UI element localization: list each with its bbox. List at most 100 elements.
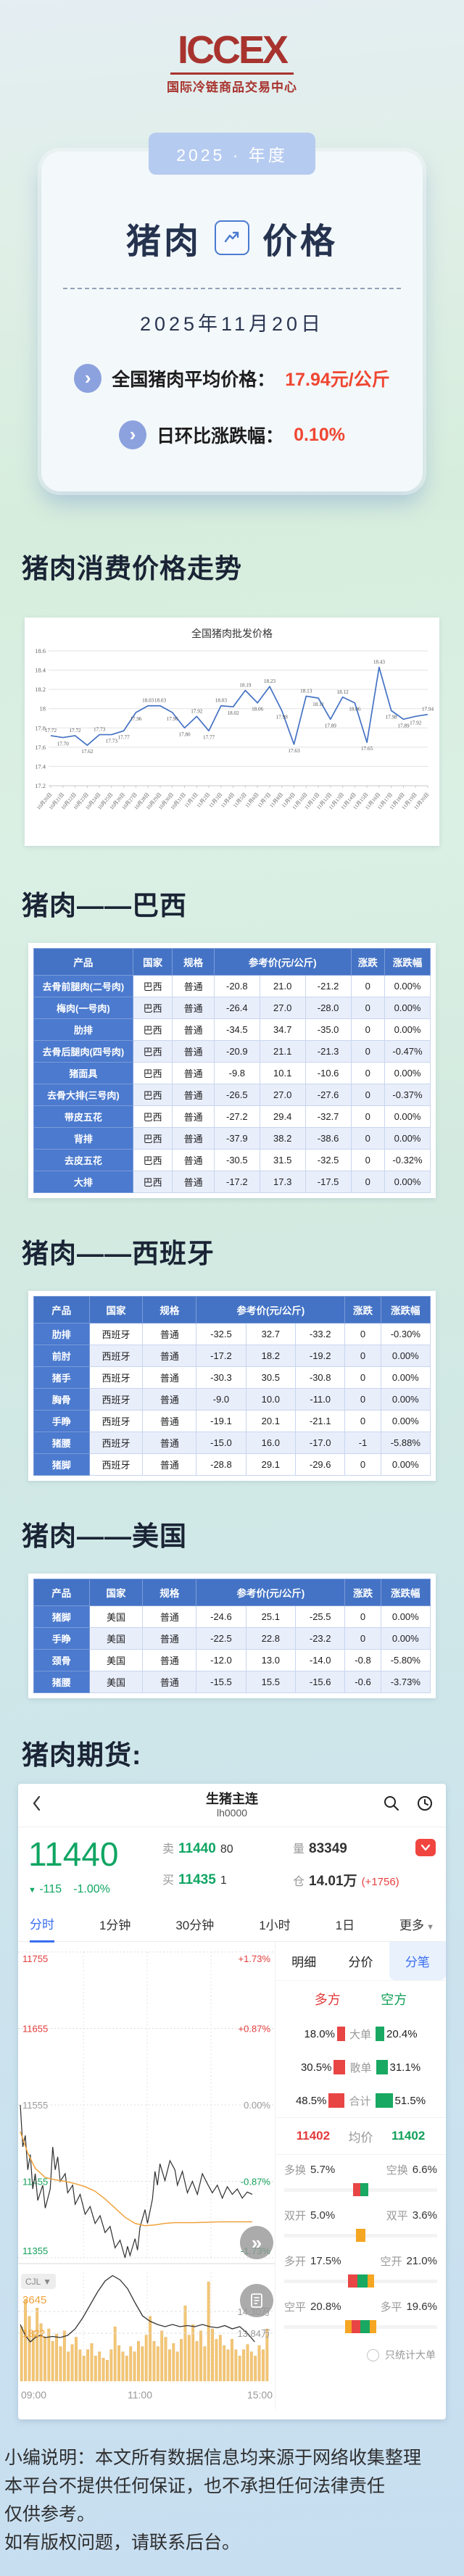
product-cell: 猪腰 (33, 1432, 90, 1454)
data-cell: 美国 (88, 1671, 144, 1693)
column-header: 国家 (88, 1296, 144, 1324)
panel-tab-明细[interactable]: 明细 (291, 1956, 317, 1969)
volume-bar (231, 2339, 233, 2382)
svg-text:17.92: 17.92 (410, 720, 422, 726)
table-row: 猪脚 西班牙 普通 -28.8 29.1 -29.6 0 0.00% (33, 1453, 431, 1476)
volume-bar (246, 2344, 249, 2382)
radio-label: 只统计大单 (385, 2349, 436, 2361)
period-tab-分时[interactable]: 分时 (30, 1906, 54, 1943)
stat-label: 散单 (349, 2061, 372, 2074)
data-cell: 0 (344, 1345, 381, 1367)
column-header: 涨跌 (350, 948, 386, 976)
column-header: 涨跌幅 (380, 1579, 431, 1606)
position-pair-row: 双开 5.0% 双平 3.6% (276, 2201, 446, 2246)
pair-left-value: 5.0% (310, 2209, 336, 2222)
period-tab-1日[interactable]: 1日 (335, 1919, 355, 1932)
section-heading-brazil: 猪肉——巴西 (22, 891, 187, 921)
svg-text:11:00: 11:00 (128, 2389, 152, 2401)
data-cell: 10.0 (245, 1388, 297, 1410)
data-cell: 0.00% (380, 1345, 431, 1367)
red-envelope-icon[interactable] (415, 1839, 436, 1856)
data-cell: 普通 (142, 1649, 197, 1671)
page-detail-button[interactable] (240, 2284, 273, 2317)
data-cell: 21.0 (259, 975, 306, 997)
data-cell: -30.3 (196, 1366, 246, 1389)
svg-text:17.73: 17.73 (106, 739, 118, 744)
data-cell: 普通 (142, 1345, 197, 1367)
column-header: 产品 (33, 948, 133, 976)
data-cell: -20.8 (213, 975, 260, 997)
bar-segment (345, 2320, 352, 2333)
svg-text:0.00%: 0.00% (244, 2100, 270, 2111)
open-interest: 14.01万 (309, 1874, 357, 1889)
period-tab-30分钟[interactable]: 30分钟 (175, 1919, 215, 1932)
data-cell: 13.0 (245, 1649, 297, 1671)
bar-segment (353, 2183, 360, 2196)
expand-double-chevron-button[interactable]: » (240, 2226, 273, 2259)
volume-bar (141, 2346, 144, 2382)
data-cell: 0 (344, 1366, 381, 1389)
data-cell: -15.0 (196, 1432, 246, 1454)
pair-bar (284, 2319, 437, 2335)
column-header: 参考价(元/公斤) (213, 948, 352, 976)
panel-tab-分笔[interactable]: 分笔 (389, 1942, 446, 1980)
panel-tab-分价[interactable]: 分价 (348, 1956, 373, 1969)
volume-bar (51, 2341, 54, 2382)
data-cell: 15.5 (245, 1671, 297, 1693)
period-tab-1小时[interactable]: 1小时 (259, 1919, 291, 1932)
last-price: 11440 (28, 1835, 119, 1873)
wholesale-price-chart: 17.217.417.617.81818.218.418.610月20日10月2… (35, 647, 434, 811)
data-cell: 美国 (88, 1627, 144, 1650)
bid-row: 买 11435 1 (162, 1872, 227, 1887)
section-heading-spain: 猪肉——西班牙 (22, 1239, 215, 1268)
svg-text:17.98: 17.98 (386, 714, 398, 720)
period-tabs: 分时 1分钟 30分钟 1小时 1日 更多 ▼ (18, 1906, 446, 1943)
long-bar (328, 2093, 345, 2108)
column-header: 涨跌幅 (384, 948, 431, 976)
svg-text:3645: 3645 (22, 2294, 46, 2306)
period-tab-更多[interactable]: 更多 ▼ (399, 1919, 434, 1932)
data-cell: -0.47% (384, 1040, 431, 1063)
contract-code: lh0000 (216, 1807, 248, 1819)
order-stat-row: 48.5% 合计 51.5% (276, 2084, 446, 2117)
svg-text:+0.87%: +0.87% (239, 2024, 271, 2035)
position-pair-row: 多开 17.5% 空开 21.0% (276, 2246, 446, 2292)
data-cell: -3.73% (380, 1671, 431, 1693)
data-cell: -0.30% (380, 1323, 431, 1345)
product-cell: 胸骨 (33, 1388, 90, 1410)
svg-text:18.4: 18.4 (35, 667, 46, 674)
panel-tabs: 明细 分价 分笔 (276, 1942, 446, 1981)
pair-left-value: 20.8% (310, 2301, 341, 2313)
svg-text:17.89: 17.89 (325, 723, 337, 728)
data-cell: -17.2 (196, 1345, 246, 1367)
radio-unchecked-icon[interactable] (367, 2348, 379, 2361)
long-pct: 18.0% (304, 2027, 335, 2040)
volume-bar (98, 2351, 102, 2382)
data-cell: -22.5 (196, 1627, 246, 1650)
period-tab-1分钟[interactable]: 1分钟 (99, 1919, 131, 1932)
svg-text:18.02: 18.02 (228, 710, 240, 716)
data-cell: 普通 (172, 1062, 215, 1084)
intraday-chart-area[interactable]: 11755 11655 11555 11455 11355 +1.73% +0.87% 0.0… (18, 1942, 275, 2409)
data-cell: 西班牙 (88, 1388, 144, 1410)
svg-text:11755: 11755 (22, 1953, 48, 1964)
back-icon[interactable] (30, 1794, 44, 1816)
data-cell: -24.6 (196, 1605, 246, 1628)
search-icon[interactable] (382, 1794, 401, 1816)
volume-bar (121, 2351, 125, 2382)
clock-icon[interactable] (415, 1794, 434, 1816)
long-pct: 30.5% (300, 2061, 332, 2074)
svg-text:18.19: 18.19 (239, 682, 252, 688)
volume-bar (59, 2346, 62, 2382)
svg-text:17.6: 17.6 (35, 744, 46, 751)
volume-bar (160, 2330, 164, 2382)
spain-table-card: 产品 国家 规格 参考价(元/公斤) 涨跌 涨跌幅 肋排 西班牙 普通 -32.5 32.7 -33.… (28, 1291, 436, 1481)
data-cell: 西班牙 (88, 1453, 144, 1476)
average-line (20, 2131, 252, 2227)
product-cell: 去骨后腿肉(四号肉) (33, 1040, 133, 1063)
volume-bar (187, 2335, 191, 2382)
volume-bar (55, 2334, 58, 2382)
pair-right-value: 21.0% (406, 2255, 437, 2267)
footer-line: 本平台不提供任何保证，也不承担任何法律责任 (4, 2476, 386, 2496)
footer-line: 仅供参考。 (4, 2504, 96, 2525)
